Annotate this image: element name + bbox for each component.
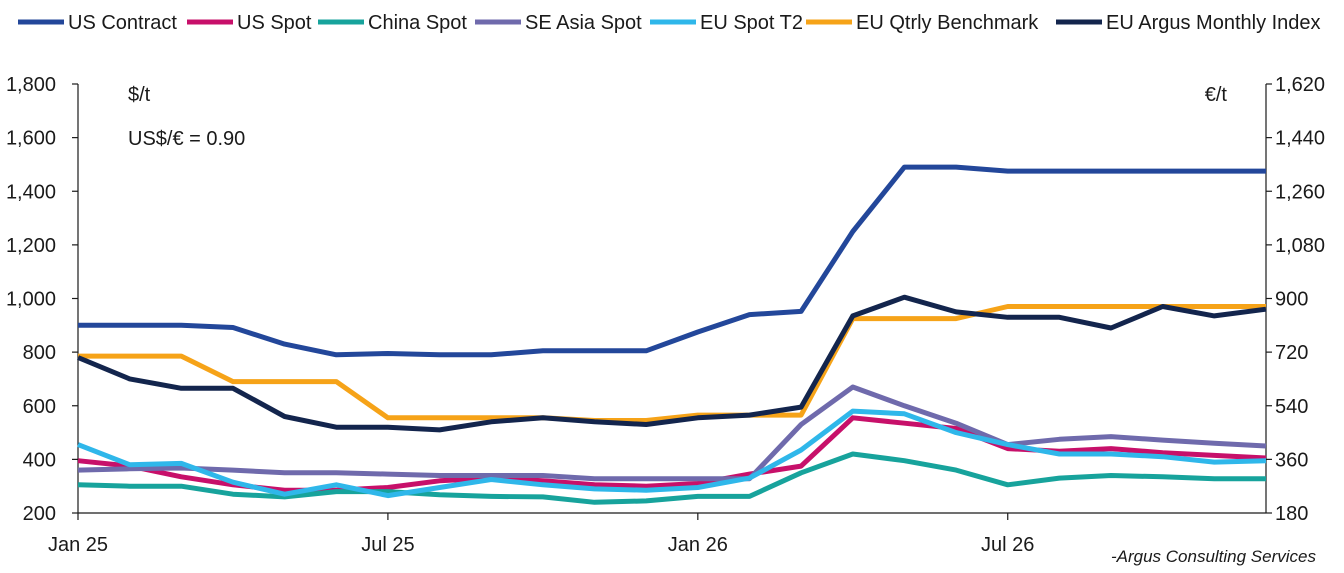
x-tick-label: Jul 25 bbox=[361, 534, 414, 556]
left-y-tick-label: 600 bbox=[23, 396, 56, 418]
right-y-tick-label: 1,080 bbox=[1275, 235, 1325, 257]
x-tick-label: Jul 26 bbox=[981, 534, 1034, 556]
left-y-tick-label: 400 bbox=[23, 449, 56, 471]
left-axis-unit-label: $/t bbox=[128, 84, 151, 106]
right-y-tick-label: 360 bbox=[1275, 449, 1308, 471]
exchange-rate-annotation: US$/€ = 0.90 bbox=[128, 128, 245, 150]
source-credit: -Argus Consulting Services bbox=[1111, 547, 1317, 566]
axes: 200 400 600 800 1,000 1,200 1,400 1,600 1,800 180… bbox=[6, 74, 1325, 556]
series-line-us-contract bbox=[78, 164, 1266, 358]
x-tick-label: Jan 25 bbox=[48, 534, 108, 556]
series-line-china-spot bbox=[77, 451, 1266, 505]
right-y-tick-label: 1,440 bbox=[1275, 128, 1325, 150]
series-group bbox=[77, 164, 1267, 505]
left-y-tick-label: 1,600 bbox=[6, 128, 56, 150]
right-y-tick-label: 180 bbox=[1275, 503, 1308, 525]
right-y-tick-label: 1,260 bbox=[1275, 181, 1325, 203]
left-y-tick-label: 800 bbox=[23, 342, 56, 364]
left-y-tick-label: 1,400 bbox=[6, 181, 56, 203]
right-y-tick-label: 900 bbox=[1275, 289, 1308, 311]
right-axis-unit-label: €/t bbox=[1205, 84, 1228, 106]
legend-label-se-asia-spot: SE Asia Spot bbox=[525, 12, 642, 34]
left-y-tick-label: 1,800 bbox=[6, 74, 56, 96]
legend-label-eu-qtrly-benchmark: EU Qtrly Benchmark bbox=[856, 12, 1039, 34]
series-line-eu-spot-t2 bbox=[77, 408, 1267, 499]
legend-label-us-spot: US Spot bbox=[237, 12, 312, 34]
series-line-eu-argus-monthly-index bbox=[77, 294, 1267, 433]
legend: US Contract US Spot China Spot SE Asia Spot… bbox=[18, 12, 1321, 34]
series-line-us-spot bbox=[77, 415, 1267, 493]
left-y-tick-label: 1,000 bbox=[6, 289, 56, 311]
series-line-eu-qtrly-benchmark bbox=[78, 304, 1266, 423]
right-y-tick-label: 720 bbox=[1275, 342, 1308, 364]
right-y-tick-label: 1,620 bbox=[1275, 74, 1325, 96]
right-y-tick-label: 540 bbox=[1275, 396, 1308, 418]
legend-label-us-contract: US Contract bbox=[68, 12, 177, 34]
legend-label-china-spot: China Spot bbox=[368, 12, 467, 34]
left-y-tick-label: 200 bbox=[23, 503, 56, 525]
legend-label-eu-argus-monthly-index: EU Argus Monthly Index bbox=[1106, 12, 1321, 34]
x-tick-label: Jan 26 bbox=[668, 534, 728, 556]
series-line-se-asia-spot bbox=[77, 384, 1267, 482]
legend-label-eu-spot-t2: EU Spot T2 bbox=[700, 12, 803, 34]
left-y-tick-label: 1,200 bbox=[6, 235, 56, 257]
